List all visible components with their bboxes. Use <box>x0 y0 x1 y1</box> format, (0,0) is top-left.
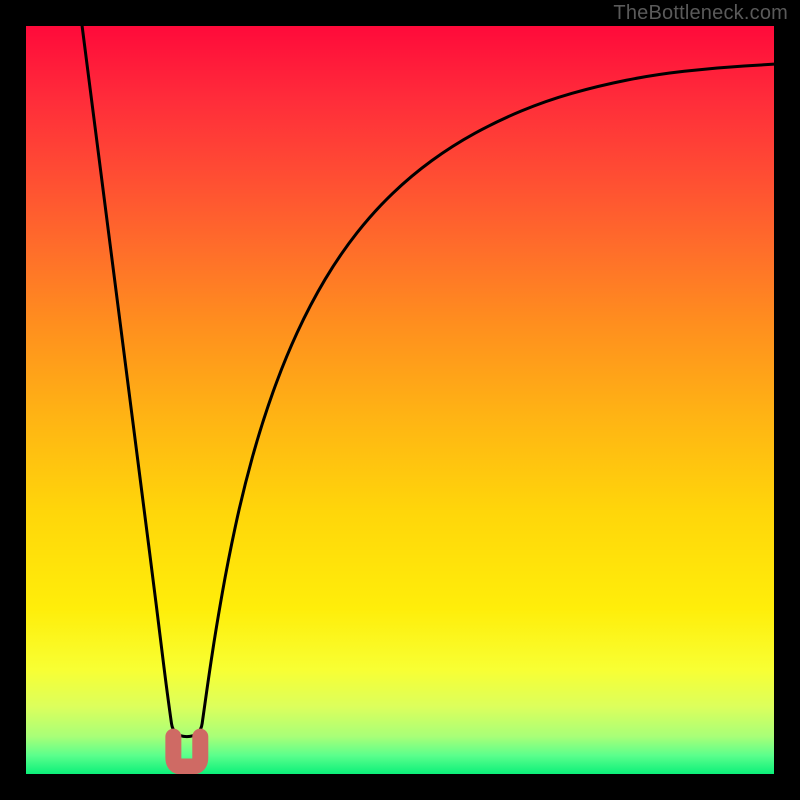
watermark-text: TheBottleneck.com <box>613 2 788 25</box>
chart-frame <box>0 0 800 800</box>
